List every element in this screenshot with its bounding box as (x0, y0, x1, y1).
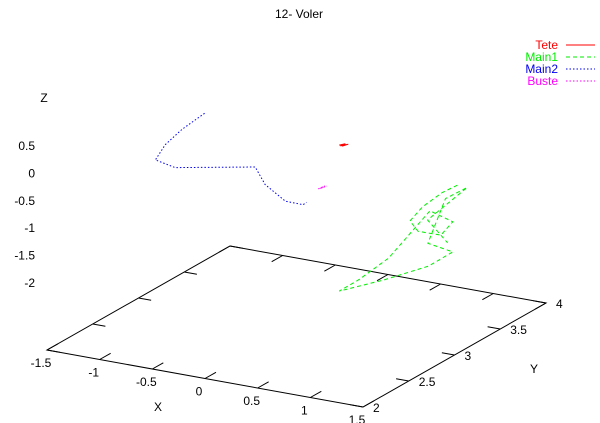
x-tick-label: 0.5 (243, 394, 260, 408)
z-tick-label: -2 (24, 276, 35, 290)
z-tick-label: -1 (24, 221, 35, 235)
y-tick-mark-back (184, 271, 197, 275)
y-tick-mark (441, 352, 455, 356)
x-tick-mark (257, 381, 269, 389)
base-frame (45, 245, 548, 408)
x-tick-label: 0 (196, 385, 203, 399)
x-tick-mark (46, 343, 59, 351)
y-tick-mark-back (92, 323, 106, 327)
x-tick-mark (204, 371, 217, 379)
x-tick-mark (362, 400, 375, 408)
z-tick-label: 0 (28, 166, 35, 180)
y-tick-mark (350, 404, 364, 408)
y-tick-mark-back (46, 349, 60, 353)
y-axis-label: Y (530, 362, 538, 376)
y-tick-label: 2 (373, 401, 380, 415)
x-tick-mark-back (218, 245, 231, 253)
y-tick-mark (487, 326, 501, 330)
series-line-buste (318, 185, 328, 190)
legend-label: Main1 (525, 50, 558, 64)
x-tick-mark-back (271, 255, 283, 263)
x-tick-mark (99, 352, 111, 360)
legend-label: Main2 (525, 62, 558, 76)
axes-group: -1.5 -1 -0.5 0 0.5 1 1.5 2 2.5 3 3.5 4 0.5 0 -0.5 -1 -1.… (14, 139, 563, 423)
y-tick-label: 3.5 (510, 323, 527, 337)
x-axis-label: X (154, 400, 162, 414)
x-tick-label: -1 (88, 366, 99, 380)
legend-label: Tete (535, 38, 558, 52)
x-tick-mark (152, 362, 164, 370)
y-tick-label: 2.5 (419, 375, 436, 389)
x-tick-label: -0.5 (136, 375, 157, 389)
y-tick-mark (396, 378, 409, 382)
x-tick-mark-back (534, 302, 547, 310)
x-tick-mark-back (376, 274, 389, 282)
series-line-tete (339, 143, 349, 147)
x-tick-label: 1.5 (349, 413, 366, 423)
series-line-main1 (339, 184, 468, 292)
x-tick-mark-back (429, 283, 441, 291)
z-tick-label: -0.5 (14, 194, 35, 208)
z-tick-label: 0.5 (18, 139, 35, 153)
x-tick-mark (310, 390, 322, 398)
x-tick-label: 1 (301, 404, 308, 418)
y-tick-label: 4 (556, 297, 563, 311)
y-tick-mark-back (229, 245, 243, 249)
y-tick-mark (533, 300, 547, 304)
x-tick-mark-back (324, 264, 336, 272)
series-group (154, 112, 468, 292)
y-tick-label: 3 (465, 349, 472, 363)
chart-title: 12- Voler (275, 7, 323, 21)
z-tick-label: -1.5 (14, 249, 35, 263)
legend-label: Buste (527, 74, 558, 88)
y-tick-mark-back (138, 297, 152, 301)
z-axis-label: Z (40, 91, 47, 105)
x-tick-mark-back (482, 293, 494, 301)
series-line-main2 (154, 112, 307, 206)
x-tick-label: -1.5 (31, 356, 52, 370)
